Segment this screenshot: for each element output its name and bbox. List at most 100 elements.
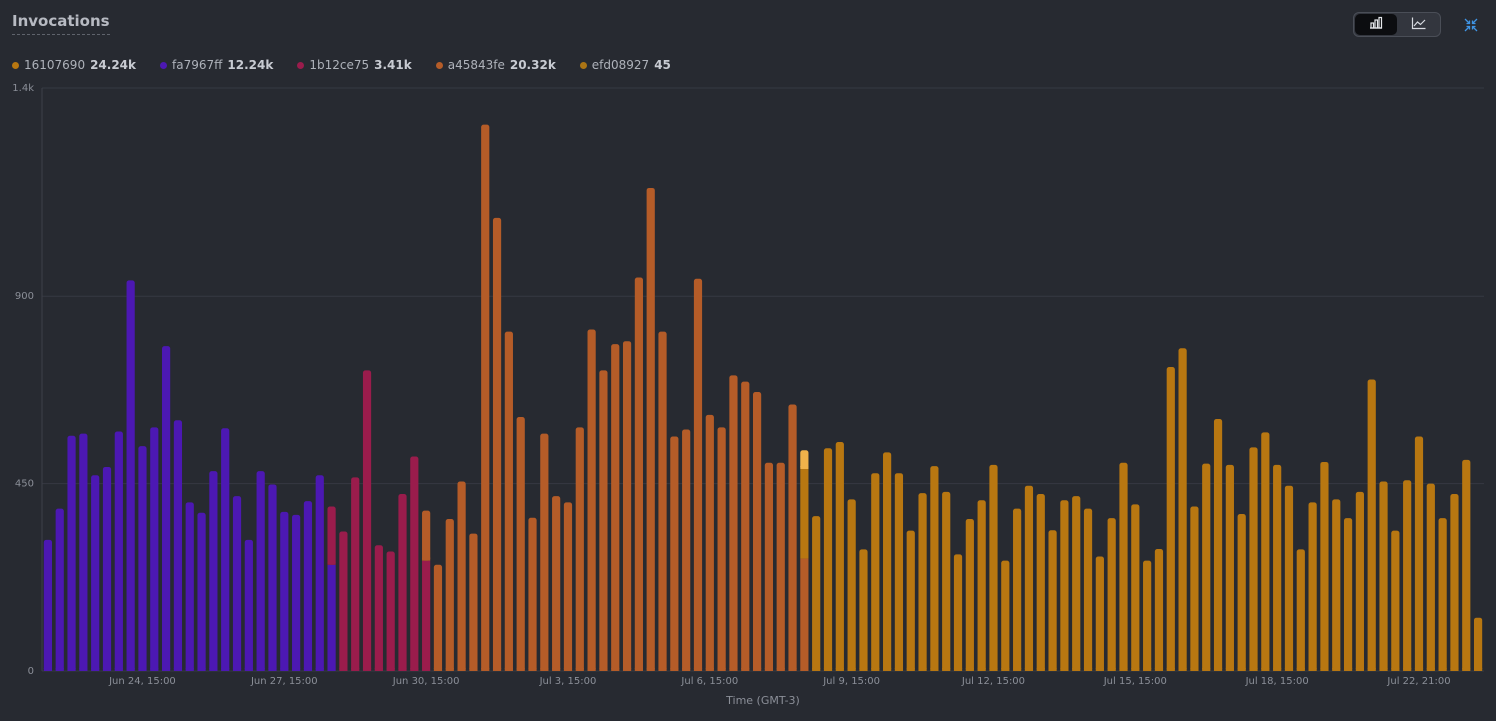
bar-a45843fe	[422, 510, 431, 561]
bar-fa7967ff	[256, 471, 265, 671]
x-tick-label: Jul 9, 15:00	[822, 676, 880, 687]
legend-item-1b12ce75[interactable]: 1b12ce75 3.41k	[297, 58, 412, 72]
bar-16107690-base	[1462, 668, 1471, 671]
legend-series-name: efd08927	[591, 58, 650, 72]
bar-16107690	[1426, 483, 1435, 671]
bar-16107690-base	[1225, 668, 1234, 671]
bar-16107690	[1190, 506, 1199, 671]
bar-a45843fe	[741, 381, 750, 671]
bar-16107690	[1154, 548, 1164, 671]
bar-16107690	[965, 519, 974, 671]
bar-a45843fe-base	[587, 668, 596, 671]
bar-16107690-base	[1473, 668, 1483, 671]
bar-16107690	[977, 500, 986, 671]
bar-16107690-base	[1048, 668, 1057, 671]
bar-a45843fe	[788, 404, 797, 671]
legend-series-total: 3.41k	[374, 58, 412, 72]
bar-1b12ce75-base	[327, 561, 336, 565]
legend-series-name: fa7967ff	[172, 58, 223, 72]
legend-series-total: 45	[654, 58, 671, 72]
bar-16107690	[1473, 617, 1483, 671]
bar-a45843fe-base	[646, 668, 655, 671]
chart-view-toggle[interactable]	[1353, 12, 1441, 37]
bar-1b12ce75	[398, 494, 407, 671]
bar-a45843fe-base	[563, 668, 573, 671]
y-tick-label: 900	[15, 291, 34, 302]
bar-fa7967ff	[292, 514, 301, 671]
legend-series-name: a45843fe	[447, 58, 505, 72]
bar-16107690-base	[965, 668, 974, 671]
bar-a45843fe-base	[469, 668, 478, 671]
bar-a45843fe-base	[492, 668, 502, 671]
bar-16107690	[1462, 459, 1471, 671]
line-chart-view-button[interactable]	[1398, 14, 1440, 35]
bar-16107690-base	[1166, 668, 1175, 671]
bar-16107690-base	[1036, 668, 1045, 671]
bar-16107690	[1379, 481, 1388, 671]
bar-a45843fe	[752, 391, 762, 671]
bar-fa7967ff-base	[292, 668, 301, 671]
bar-fa7967ff-base	[173, 668, 183, 671]
bar-16107690-base	[871, 668, 880, 671]
bar-a45843fe-base	[622, 668, 632, 671]
bar-a45843fe	[457, 481, 466, 671]
bar-a45843fe	[445, 519, 454, 671]
legend-series-total: 12.24k	[227, 58, 274, 72]
legend-item-a45843fe[interactable]: a45843fe 20.32k	[435, 58, 556, 72]
bar-16107690	[1107, 518, 1116, 671]
legend-item-efd08927[interactable]: efd08927 45	[579, 58, 671, 72]
bar-fa7967ff-base	[232, 668, 242, 671]
bar-16107690	[1036, 494, 1045, 671]
bar-fa7967ff-base	[244, 668, 253, 671]
bar-fa7967ff	[315, 475, 324, 671]
bar-fa7967ff	[268, 484, 277, 671]
bar-1b12ce75	[374, 545, 383, 671]
bar-a45843fe-base	[552, 668, 561, 671]
x-tick-label: Jun 27, 15:00	[250, 676, 318, 687]
x-tick-label: Jul 3, 15:00	[539, 676, 597, 687]
bar-16107690	[847, 499, 856, 671]
bar-16107690	[1308, 502, 1317, 671]
bar-fa7967ff	[138, 446, 147, 671]
bar-16107690-base	[1284, 668, 1294, 671]
bar-16107690	[1119, 462, 1128, 671]
bar-1b12ce75	[351, 477, 360, 671]
legend-item-fa7967ff[interactable]: fa7967ff 12.24k	[160, 58, 273, 72]
collapse-arrows-icon	[1464, 17, 1478, 36]
bar-16107690-base	[1107, 668, 1116, 671]
y-tick-label: 450	[15, 479, 34, 490]
bar-16107690-base	[953, 668, 963, 671]
bar-16107690-base	[906, 668, 915, 671]
legend-series-total: 20.32k	[509, 58, 556, 72]
bar-a45843fe	[528, 517, 537, 671]
bar-16107690-base	[1237, 668, 1246, 671]
bar-fa7967ff-base	[91, 668, 100, 671]
bar-16107690-base	[1202, 668, 1211, 671]
collapse-button[interactable]	[1462, 17, 1480, 35]
bar-16107690-base	[1296, 668, 1305, 671]
bar-a45843fe-base	[528, 668, 537, 671]
bar-16107690-base	[823, 668, 833, 671]
bar-a45843fe	[764, 462, 774, 671]
bar-a45843fe-base	[504, 668, 513, 671]
bar-a45843fe-base	[764, 668, 774, 671]
bar-chart-view-button[interactable]	[1355, 14, 1397, 35]
bar-16107690	[1178, 348, 1187, 671]
legend-swatch	[160, 61, 168, 69]
bar-16107690	[800, 469, 809, 559]
bar-a45843fe-base	[599, 668, 608, 671]
bar-a45843fe-base	[717, 668, 726, 671]
x-tick-label: Jul 6, 15:00	[680, 676, 738, 687]
legend-item-16107690[interactable]: 16107690 24.24k	[12, 58, 136, 72]
bar-fa7967ff	[79, 433, 88, 671]
bar-a45843fe-base	[457, 668, 466, 671]
bar-16107690	[871, 473, 880, 671]
bar-a45843fe-base	[670, 668, 679, 671]
bar-fa7967ff	[43, 539, 53, 671]
x-tick-label: Jul 15, 15:00	[1103, 676, 1167, 687]
bar-16107690	[1249, 447, 1258, 671]
bar-16107690-base	[1403, 668, 1412, 671]
bar-16107690-base	[1332, 668, 1341, 671]
legend-series-name: 1b12ce75	[309, 58, 370, 72]
